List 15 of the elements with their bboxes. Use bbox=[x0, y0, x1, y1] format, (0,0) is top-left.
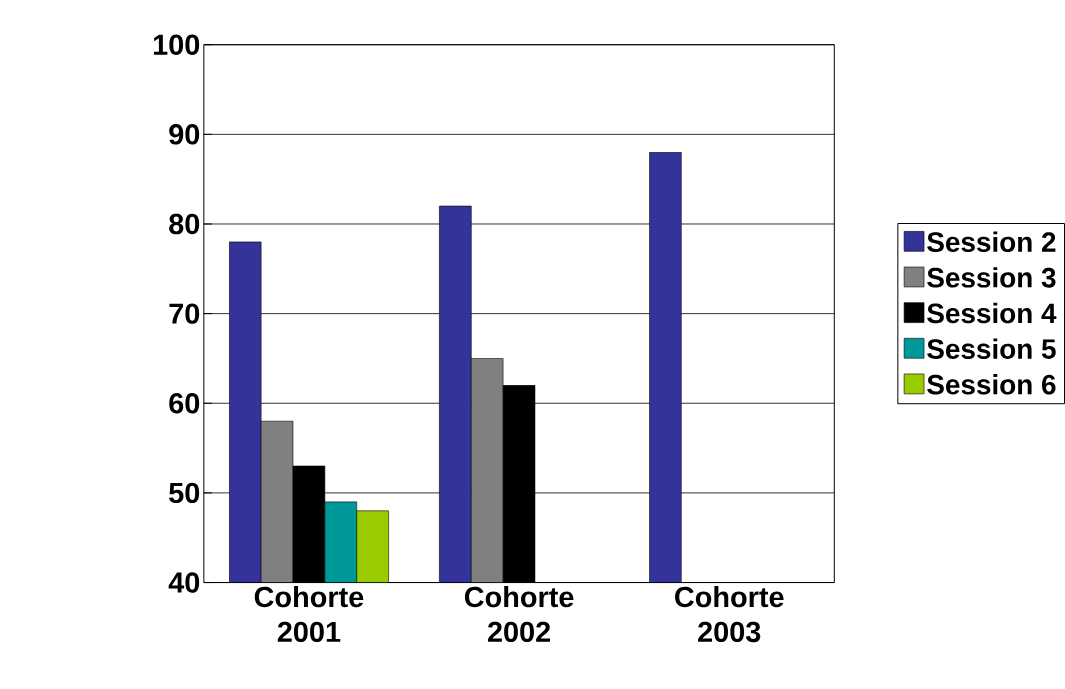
legend-label: Session 6 bbox=[927, 373, 1056, 395]
y-tick-label: 40 bbox=[168, 572, 200, 593]
legend-label: Session 2 bbox=[927, 231, 1056, 252]
x-tick-label: Cohorte 2001 bbox=[254, 585, 364, 643]
x-tick-label: Cohorte 2002 bbox=[464, 585, 574, 643]
y-tick-label: 60 bbox=[169, 392, 200, 414]
y-tick-label: 100 bbox=[153, 34, 200, 55]
x-tick-label: Cohorte 2003 bbox=[675, 585, 784, 643]
legend-label: Session 5 bbox=[927, 338, 1056, 359]
y-tick-label: 90 bbox=[169, 124, 200, 145]
legend-label: Session 3 bbox=[927, 267, 1056, 288]
y-tick-label: 70 bbox=[169, 303, 200, 324]
legend-label: Session 4 bbox=[927, 302, 1057, 324]
y-tick-label: 50 bbox=[169, 482, 200, 504]
y-tick-label: 80 bbox=[169, 213, 200, 235]
